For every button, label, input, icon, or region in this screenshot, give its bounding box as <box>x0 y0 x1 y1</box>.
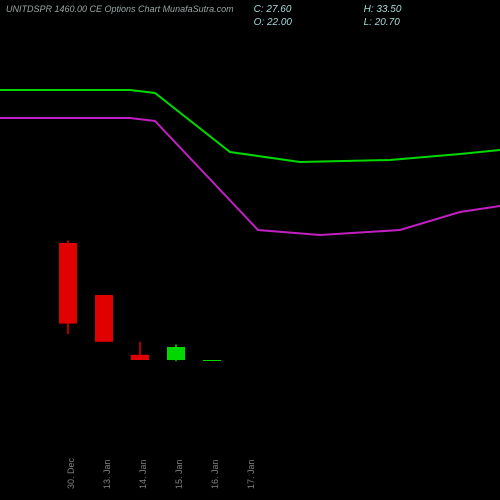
chart-container: UNITDSPR 1460.00 CE Options Chart Munafa… <box>0 0 500 500</box>
band-line <box>0 118 500 235</box>
metric-col-1: C: 27.60 O: 22.00 <box>254 4 364 28</box>
x-axis-label: 15. Jan <box>174 459 184 489</box>
chart-svg <box>0 30 500 450</box>
metric-low: L: 20.70 <box>364 17 474 28</box>
candle-body <box>95 295 113 342</box>
x-axis-label: 30. Dec <box>66 458 76 489</box>
x-axis-label: 17. Jan <box>246 459 256 489</box>
band-line <box>0 90 500 162</box>
chart-title: UNITDSPR 1460.00 CE Options Chart Munafa… <box>6 4 234 14</box>
candle-body <box>203 360 221 361</box>
x-axis-label: 13. Jan <box>102 459 112 489</box>
metric-open: O: 22.00 <box>254 17 364 28</box>
metric-high: H: 33.50 <box>364 4 474 15</box>
x-axis-label: 16. Jan <box>210 459 220 489</box>
x-axis-labels: 30. Dec 13. Jan 14. Jan 15. Jan 16. Jan 17. J… <box>0 450 500 500</box>
candle-body <box>59 243 77 324</box>
chart-header: UNITDSPR 1460.00 CE Options Chart Munafa… <box>0 0 500 30</box>
candle-body <box>167 347 185 360</box>
plot-area <box>0 30 500 450</box>
metric-col-2: H: 33.50 L: 20.70 <box>364 4 474 28</box>
metric-close: C: 27.60 <box>254 4 364 15</box>
metrics-block: C: 27.60 O: 22.00 H: 33.50 L: 20.70 <box>254 4 474 28</box>
candle-body <box>131 355 149 360</box>
x-axis-label: 14. Jan <box>138 459 148 489</box>
